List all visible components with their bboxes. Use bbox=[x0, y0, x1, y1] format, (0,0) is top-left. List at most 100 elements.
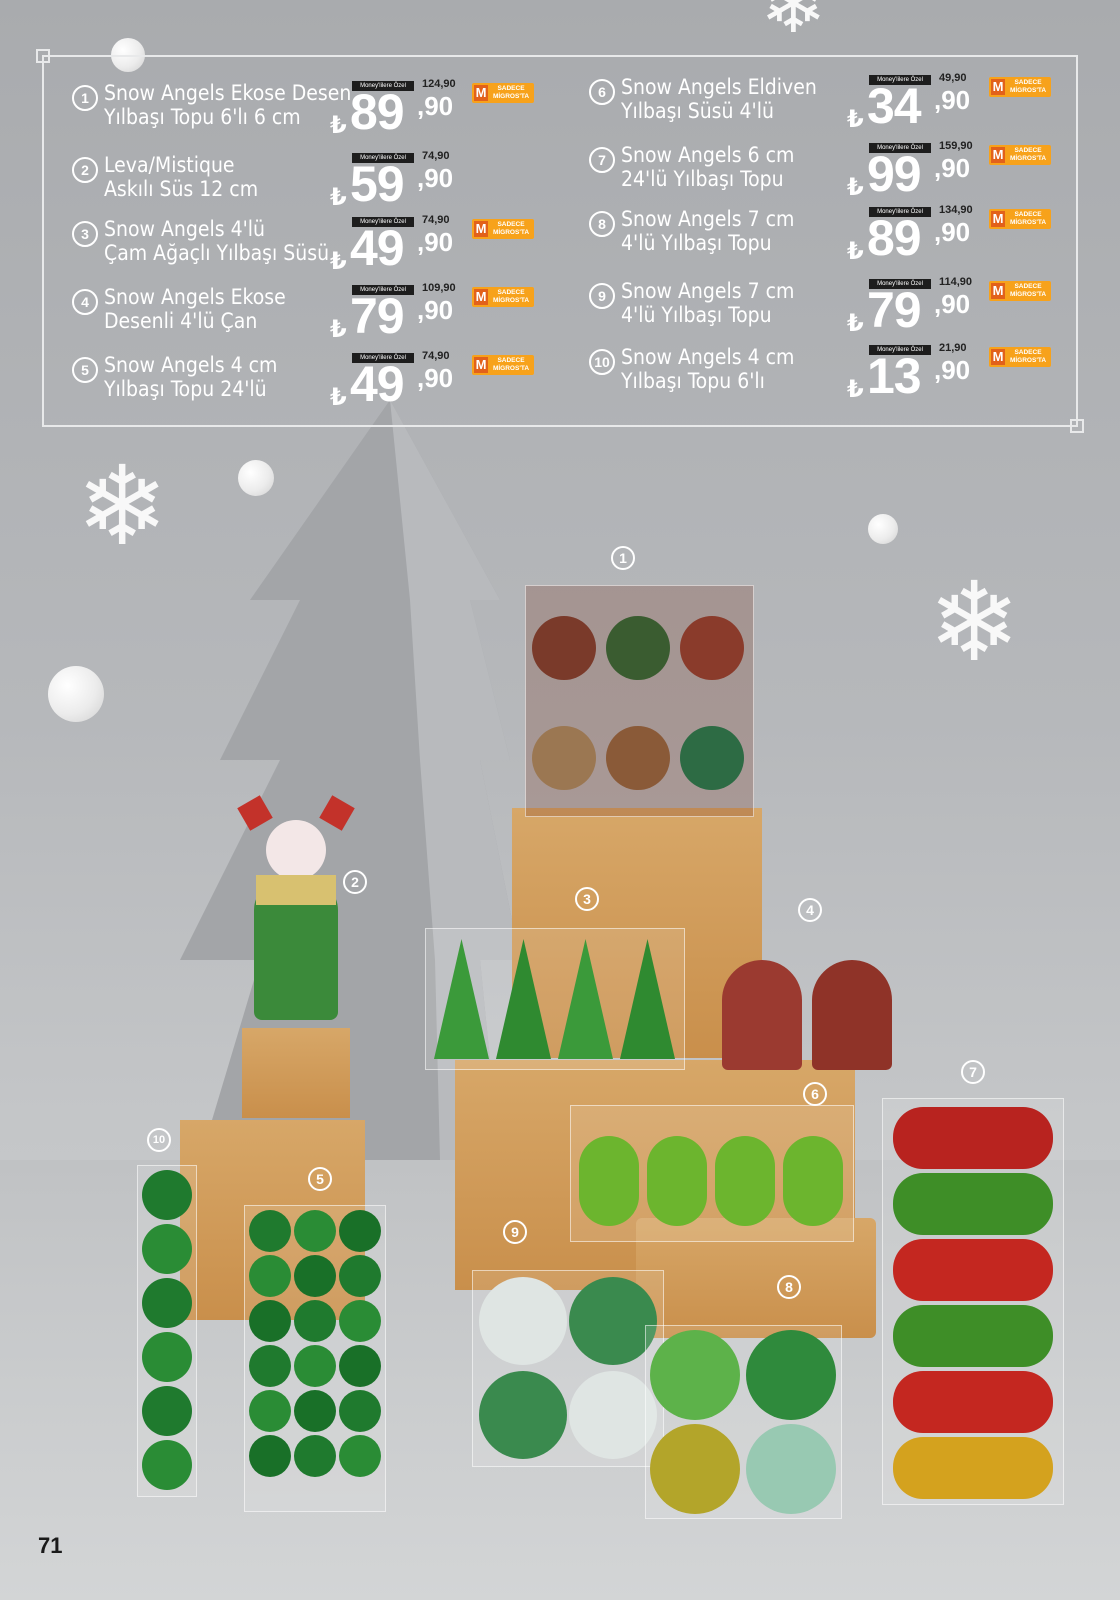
sadece-migros-badge: M SADECE MİGROS'TA bbox=[989, 145, 1051, 165]
tube-ornament bbox=[339, 1255, 381, 1297]
item-number: 10 bbox=[589, 349, 615, 375]
old-price: 159,90 bbox=[939, 140, 973, 152]
price-item-9: 9 Snow Angels 7 cm 4'lü Yılbaşı Topu Money… bbox=[589, 276, 1109, 339]
old-price: 49,90 bbox=[939, 72, 967, 84]
currency-symbol: ₺ bbox=[847, 106, 864, 133]
item-number: 6 bbox=[589, 79, 615, 105]
old-price: 74,90 bbox=[422, 150, 450, 162]
photo-label-6: 6 bbox=[803, 1082, 827, 1106]
price-item-6: 6 Snow Angels Eldiven Yılbaşı Süsü 4'lü Mo… bbox=[589, 72, 1109, 135]
tube-ornament bbox=[142, 1278, 192, 1328]
pedestal-box bbox=[242, 1028, 350, 1118]
product-2-reindeer-figure bbox=[236, 790, 356, 1030]
money-tag: Money'lilere Özel bbox=[869, 143, 931, 153]
migros-m-icon: M bbox=[991, 349, 1005, 365]
tube-ornament bbox=[142, 1170, 192, 1220]
price-decimal: ,90 bbox=[934, 289, 971, 319]
product-6-mitten-ornaments bbox=[570, 1105, 854, 1242]
price-item-5: 5 Snow Angels 4 cm Yılbaşı Topu 24'lü Mone… bbox=[72, 350, 592, 413]
money-tag: Money'lilere Özel bbox=[352, 81, 414, 91]
migros-m-icon: M bbox=[991, 79, 1005, 95]
sadece-migros-badge: M SADECE MİGROS'TA bbox=[472, 355, 534, 375]
item-number: 8 bbox=[589, 211, 615, 237]
price-list-panel: 1 Snow Angels Ekose Desen Yılbaşı Topu 6'… bbox=[36, 49, 1084, 433]
product-10-ball-tube bbox=[137, 1165, 197, 1497]
item-number: 7 bbox=[589, 147, 615, 173]
money-tag: Money'lilere Özel bbox=[352, 217, 414, 227]
money-tag: Money'lilere Özel bbox=[869, 279, 931, 289]
currency-symbol: ₺ bbox=[847, 174, 864, 201]
photo-label-10: 10 bbox=[147, 1128, 171, 1152]
tube-ornament bbox=[294, 1345, 336, 1387]
migros-m-icon: M bbox=[474, 289, 488, 305]
price-decimal: ,90 bbox=[417, 163, 454, 193]
tube-ornament bbox=[294, 1210, 336, 1252]
item-name: Snow Angels 6 cm 24'lü Yılbaşı Topu bbox=[621, 143, 795, 191]
photo-label-1: 1 bbox=[611, 546, 635, 570]
currency-symbol: ₺ bbox=[847, 310, 864, 337]
tube-ornament bbox=[249, 1345, 291, 1387]
price-item-10: 10 Snow Angels 4 cm Yılbaşı Topu 6'lı Mone… bbox=[589, 342, 1109, 405]
badge-text: SADECE MİGROS'TA bbox=[492, 357, 530, 372]
snowball-decoration bbox=[48, 666, 104, 722]
item-number: 1 bbox=[72, 85, 98, 111]
item-name: Snow Angels Eldiven Yılbaşı Süsü 4'lü bbox=[621, 75, 817, 123]
money-tag: Money'lilere Özel bbox=[869, 75, 931, 85]
price-integer: 79 bbox=[350, 288, 405, 344]
photo-label-3: 3 bbox=[575, 887, 599, 911]
money-tag: Money'lilere Özel bbox=[352, 285, 414, 295]
migros-m-icon: M bbox=[991, 283, 1005, 299]
item-number: 3 bbox=[72, 221, 98, 247]
old-price: 21,90 bbox=[939, 342, 967, 354]
price-decimal: ,90 bbox=[417, 91, 454, 121]
photo-label-4: 4 bbox=[798, 898, 822, 922]
sadece-migros-badge: M SADECE MİGROS'TA bbox=[989, 281, 1051, 301]
old-price: 134,90 bbox=[939, 204, 973, 216]
item-name: Snow Angels 7 cm 4'lü Yılbaşı Topu bbox=[621, 279, 795, 327]
price-decimal: ,90 bbox=[934, 355, 971, 385]
product-3-tree-ornaments bbox=[425, 928, 685, 1070]
item-name: Snow Angels Ekose Desen Yılbaşı Topu 6'l… bbox=[104, 81, 352, 129]
tube-ornament bbox=[249, 1300, 291, 1342]
old-price: 109,90 bbox=[422, 282, 456, 294]
sadece-migros-badge: M SADECE MİGROS'TA bbox=[989, 77, 1051, 97]
price-integer: 59 bbox=[350, 156, 405, 212]
tube-ornament bbox=[294, 1435, 336, 1477]
snowball-decoration bbox=[868, 514, 898, 544]
photo-label-9: 9 bbox=[503, 1220, 527, 1244]
sadece-migros-badge: M SADECE MİGROS'TA bbox=[472, 219, 534, 239]
price-integer: 34 bbox=[867, 78, 922, 134]
product-1-ornament-box bbox=[525, 585, 754, 817]
price-decimal: ,90 bbox=[417, 295, 454, 325]
badge-text: SADECE MİGROS'TA bbox=[1009, 349, 1047, 364]
badge-text: SADECE MİGROS'TA bbox=[1009, 79, 1047, 94]
migros-m-icon: M bbox=[474, 221, 488, 237]
price-integer: 89 bbox=[350, 84, 405, 140]
price-item-8: 8 Snow Angels 7 cm 4'lü Yılbaşı Topu Money… bbox=[589, 204, 1109, 267]
price-item-7: 7 Snow Angels 6 cm 24'lü Yılbaşı Topu Mone… bbox=[589, 140, 1109, 203]
item-name: Snow Angels 7 cm 4'lü Yılbaşı Topu bbox=[621, 207, 795, 255]
item-number: 4 bbox=[72, 289, 98, 315]
price-integer: 49 bbox=[350, 220, 405, 276]
sadece-migros-badge: M SADECE MİGROS'TA bbox=[472, 287, 534, 307]
currency-symbol: ₺ bbox=[330, 316, 347, 343]
tube-ornament bbox=[294, 1390, 336, 1432]
snowball-decoration bbox=[238, 460, 274, 496]
tube-ornament bbox=[249, 1435, 291, 1477]
money-tag: Money'lilere Özel bbox=[869, 207, 931, 217]
item-name: Snow Angels 4 cm Yılbaşı Topu 24'lü bbox=[104, 353, 278, 401]
sadece-migros-badge: M SADECE MİGROS'TA bbox=[472, 83, 534, 103]
price-integer: 49 bbox=[350, 356, 405, 412]
photo-label-8: 8 bbox=[777, 1275, 801, 1299]
tube-ornament bbox=[339, 1390, 381, 1432]
currency-symbol: ₺ bbox=[330, 384, 347, 411]
migros-m-icon: M bbox=[991, 147, 1005, 163]
snowflake-icon: ❄ bbox=[760, 0, 828, 49]
product-8-ball-box bbox=[645, 1325, 842, 1519]
photo-label-2: 2 bbox=[343, 870, 367, 894]
item-number: 5 bbox=[72, 357, 98, 383]
tube-ornament bbox=[339, 1210, 381, 1252]
tube-ornament bbox=[294, 1255, 336, 1297]
sadece-migros-badge: M SADECE MİGROS'TA bbox=[989, 347, 1051, 367]
page-number: 71 bbox=[38, 1533, 63, 1558]
